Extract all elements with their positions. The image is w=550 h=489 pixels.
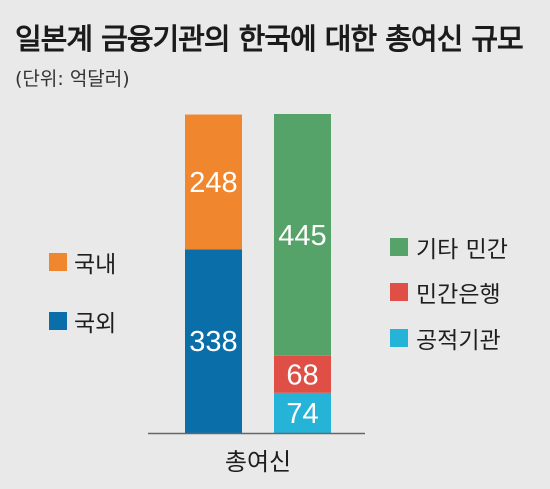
bar-segment-1-1 [185,249,242,433]
legend-label: 국외 [74,311,116,337]
chart-title: 일본계 금융기관의 한국에 대한 총여신 규모 [15,22,524,56]
data-label: 338 [189,326,237,358]
data-label: 248 [189,167,237,199]
bar-segment-1-2 [185,114,242,250]
unit-label: (단위: 억달러) [15,68,130,90]
legend-swatch [390,329,408,347]
legend-label: 민간은행 [416,282,501,308]
legend-label: 공적기관 [416,328,501,354]
legend-swatch [49,253,67,271]
bar-segment-2-1 [274,392,331,433]
legend-label: 기타 민간 [416,237,508,263]
data-label: 445 [278,220,326,252]
bar-segment-2-2 [274,355,331,393]
legend-label: 국내 [74,252,116,278]
data-label: 74 [286,398,318,430]
legend-swatch [49,312,67,330]
bar-segment-2-3 [274,114,331,356]
legend-swatch [390,238,408,256]
data-label: 68 [286,359,318,391]
x-axis-label: 총여신 [225,448,291,476]
legend-swatch [390,283,408,301]
